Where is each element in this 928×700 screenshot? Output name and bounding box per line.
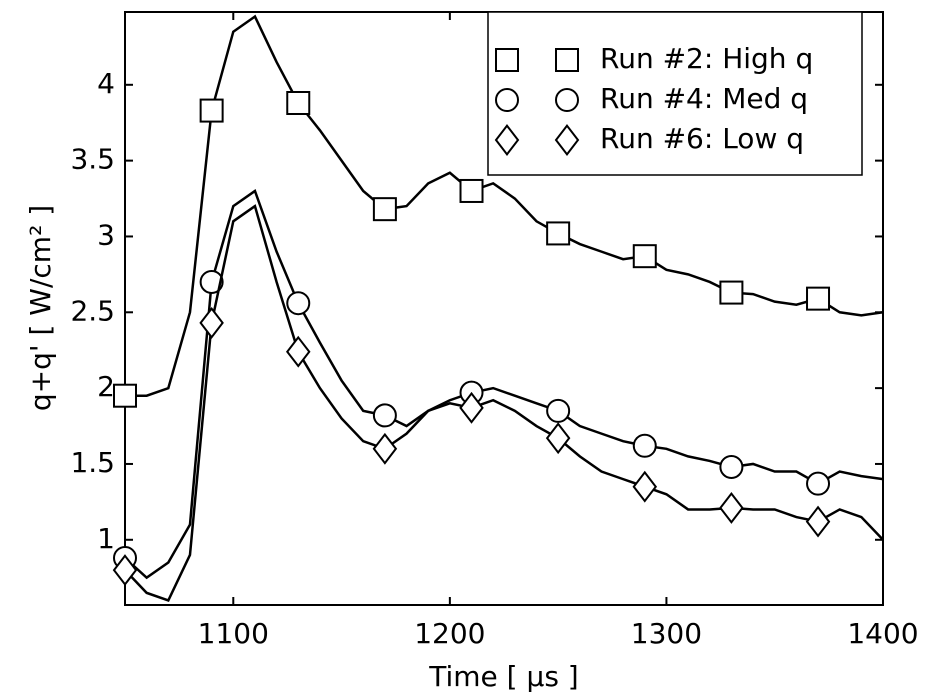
data-marker: [632, 244, 657, 269]
legend-marker: [495, 48, 519, 72]
data-marker: [546, 221, 571, 246]
data-marker: [719, 491, 744, 524]
data-marker: [372, 197, 397, 222]
data-marker: [632, 433, 657, 458]
legend-marker: [554, 124, 580, 156]
legend-label: Run #6: Low q: [600, 122, 804, 155]
legend-marker: [494, 124, 520, 156]
x-tick-label: 1200: [414, 617, 485, 650]
data-marker: [113, 383, 137, 408]
x-tick-label: 1300: [631, 617, 702, 650]
data-marker: [632, 470, 658, 503]
legend-label: Run #2: High q: [600, 42, 813, 75]
data-line: [124, 188, 884, 580]
legend-marker: [495, 88, 519, 112]
y-tick-label: 1: [97, 522, 115, 555]
data-marker: [806, 286, 831, 311]
data-marker: [459, 178, 484, 203]
data-marker: [286, 291, 311, 316]
data-marker: [805, 505, 831, 538]
legend-label: Run #4: Med q: [600, 82, 808, 115]
data-marker: [546, 398, 571, 423]
x-tick-label: 1400: [847, 617, 918, 650]
data-marker: [372, 403, 397, 428]
data-marker: [719, 280, 744, 305]
x-tick-label: 1100: [198, 617, 269, 650]
y-axis-label: q+q' [ W/cm² ]: [24, 205, 57, 411]
data-line: [124, 204, 884, 603]
data-marker: [545, 422, 571, 455]
legend-marker: [555, 48, 579, 72]
data-marker: [459, 391, 484, 424]
legend-box: [487, 11, 863, 176]
data-marker: [199, 98, 224, 123]
data-marker: [806, 471, 831, 496]
data-line: [125, 14, 884, 397]
data-marker: [372, 432, 398, 465]
y-tick-label: 4: [97, 67, 115, 100]
y-tick-label: 2: [97, 370, 115, 403]
y-tick-label: 1.5: [70, 446, 115, 479]
y-tick-label: 3: [97, 218, 115, 251]
y-tick-label: 2.5: [70, 294, 115, 327]
data-marker: [112, 554, 138, 587]
data-marker: [199, 306, 224, 339]
legend-marker: [555, 88, 579, 112]
data-marker: [199, 269, 224, 294]
data-marker: [719, 454, 744, 479]
data-marker: [285, 335, 311, 368]
x-axis-label: Time [ μs ]: [428, 660, 578, 693]
data-marker: [286, 90, 311, 115]
y-tick-label: 3.5: [70, 143, 115, 176]
